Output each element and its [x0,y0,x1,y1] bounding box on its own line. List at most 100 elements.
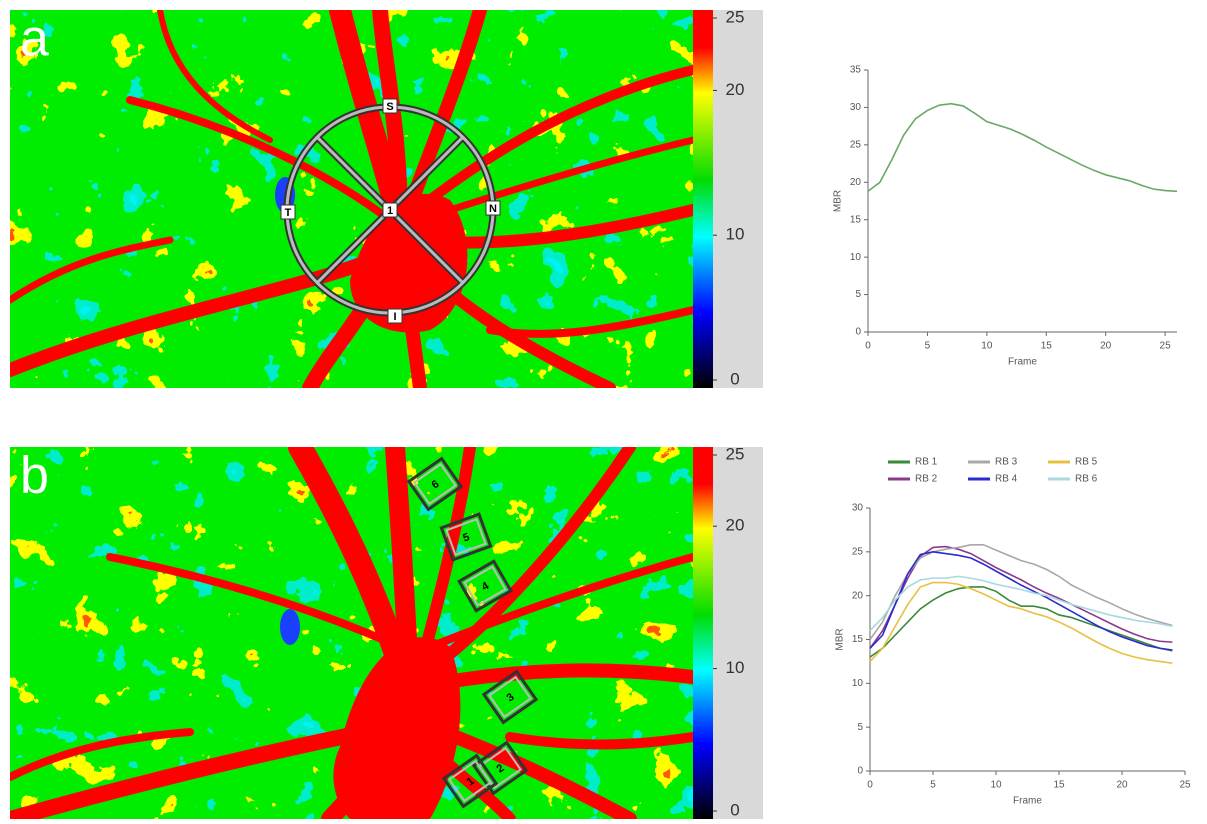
dark-spot [280,609,300,645]
y-tick-label: 0 [855,327,861,338]
roi-box: 6 [406,456,464,512]
vessel [505,732,693,750]
roi-label: 6 [430,478,442,491]
roi-box-inner [448,759,492,803]
x-axis-label: Frame [1008,357,1037,368]
heatmap [10,447,693,819]
colorbar-tick-label: 20 [726,516,745,535]
colorbar-tick-label: 25 [726,444,745,463]
roi-label: 1 [465,775,477,788]
roi-label: 3 [505,691,517,704]
roi-box-inner [488,675,532,719]
data-line [867,102,1178,193]
roi-label-box [382,98,398,114]
vessel [426,553,693,651]
y-tick-label: 15 [850,214,862,225]
vessels [10,447,693,819]
vessel [423,720,637,819]
colorbar-tick-label: 20 [726,80,745,99]
vessel [10,728,194,781]
y-tick-label: 25 [852,546,864,557]
y-tick-label: 20 [850,177,862,188]
roi-box-inner [413,462,457,506]
y-axis-label: MBR [833,190,844,212]
y-tick-label: 30 [852,503,864,514]
roi-box: 1 [441,753,499,809]
x-tick-label: 20 [1100,341,1112,352]
legend-label: RB 2 [915,474,938,485]
colorbar [693,10,713,388]
disc [333,637,461,819]
roi-box-outer [481,669,539,725]
vessel [157,10,273,143]
vessel [126,96,394,224]
legend-label: RB 5 [1075,457,1098,468]
vessel [486,306,693,338]
heatmap [10,10,693,388]
x-tick-label: 5 [930,780,936,791]
roi-label: I [393,311,396,323]
x-tick-label: 25 [1160,341,1172,352]
data-line [869,551,1173,651]
roi-box-inner [445,518,487,556]
y-tick-label: 5 [855,289,861,300]
y-tick-label: 15 [852,634,864,645]
roi-box: 4 [457,559,513,613]
y-tick-label: 5 [857,722,863,733]
data-line [869,544,1173,640]
vessel [10,236,174,304]
roi-box: 5 [439,512,493,562]
x-tick-label: 15 [1041,341,1053,352]
colorbar-tick-label: 10 [726,658,745,677]
roi-box: 3 [481,669,539,725]
x-tick-label: 0 [867,780,873,791]
colorbar-tick-label: 10 [726,225,745,244]
colorbar-tick-label: 25 [726,7,745,26]
vessel [106,553,404,651]
data-line [869,575,1173,632]
legend-label: RB 6 [1075,474,1098,485]
panel-label: a [20,10,49,68]
legend-label: RB 3 [995,457,1018,468]
roi-box-outer [439,512,493,562]
data-line [869,586,1173,658]
y-axis-label: MBR [835,628,846,650]
roi-label: 5 [461,531,471,544]
y-tick-label: 30 [850,102,862,113]
y-tick-label: 10 [850,252,862,263]
x-tick-label: 15 [1053,780,1065,791]
y-tick-label: 35 [850,65,862,76]
panel-label: b [20,447,49,505]
y-tick-label: 20 [852,590,864,601]
colorbar [693,447,713,819]
x-tick-label: 10 [981,341,993,352]
x-tick-label: 0 [865,341,871,352]
roi-box-outer [457,559,513,613]
legend-label: RB 1 [915,457,938,468]
x-tick-label: 20 [1116,780,1128,791]
roi-box-outer [441,753,499,809]
y-tick-label: 10 [852,678,864,689]
roi-box-outer [471,740,529,796]
roi-label: 2 [495,762,507,775]
data-line [869,545,1173,649]
roi-label-box [485,200,501,216]
roi-label-box [382,202,398,218]
roi-label: S [386,101,393,113]
roi-label: T [285,207,292,219]
colorbar-tick-label: 0 [730,369,739,388]
vessel [398,10,487,227]
y-tick-label: 0 [857,766,863,777]
x-tick-label: 5 [925,341,931,352]
vessels [10,10,693,388]
x-tick-label: 10 [990,780,1002,791]
x-axis-label: Frame [1013,796,1042,807]
roi-box-outer [406,456,464,512]
roi-label-box [280,204,296,220]
y-tick-label: 25 [850,139,862,150]
roi-label: 1 [387,205,393,217]
roi-label-box [387,308,403,324]
colorbar-bg [713,10,763,388]
legend-label: RB 4 [995,474,1018,485]
